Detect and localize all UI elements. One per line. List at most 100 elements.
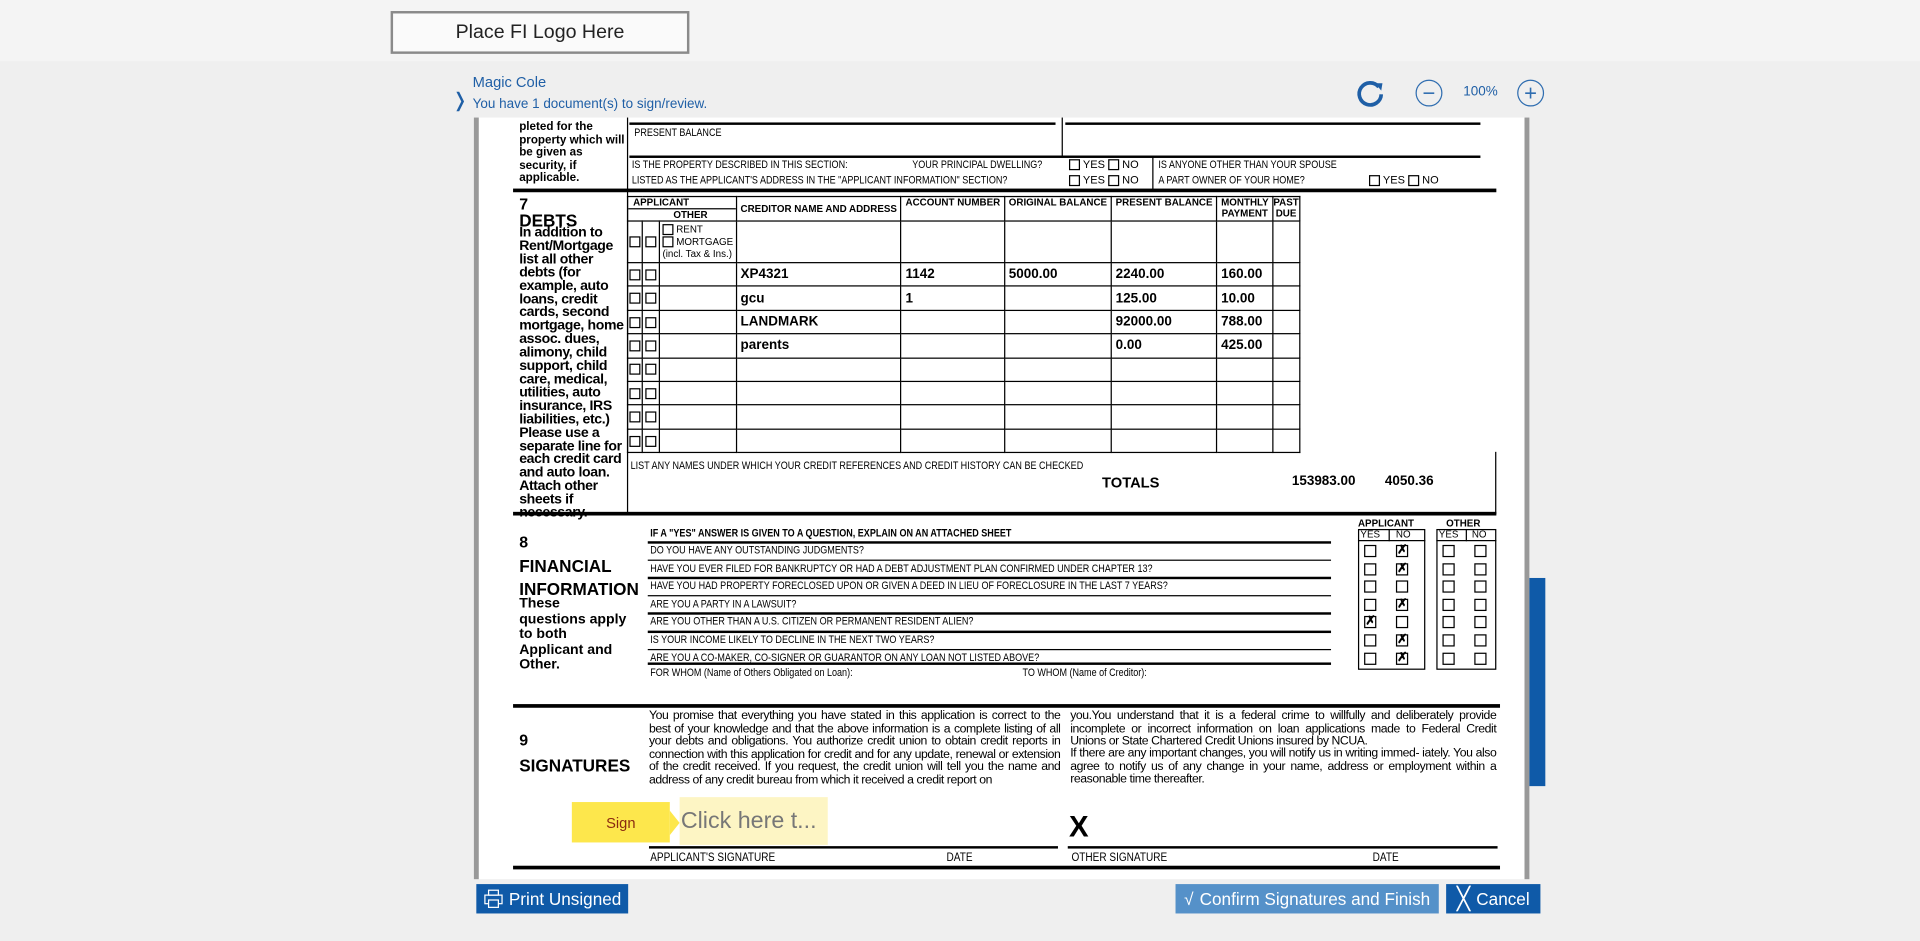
other-no-checkbox[interactable] xyxy=(1474,652,1487,665)
other-checkbox[interactable] xyxy=(645,364,657,376)
debt-type-cell xyxy=(658,428,737,454)
debt-creditor: gcu xyxy=(735,285,902,311)
chevron-right-icon[interactable]: ❭ xyxy=(451,90,469,112)
applicant-no-checkbox[interactable]: ✗ xyxy=(1395,561,1409,576)
other-no-checkbox[interactable] xyxy=(1474,562,1487,576)
other-no-checkbox[interactable] xyxy=(1474,580,1487,593)
other-yes-checkbox[interactable] xyxy=(1442,598,1455,611)
other-no-checkbox[interactable] xyxy=(1474,634,1487,647)
financial-description: These questions apply to both Applicant … xyxy=(519,596,627,673)
other-checkbox[interactable] xyxy=(645,236,657,248)
applicant-checkbox[interactable] xyxy=(629,292,641,304)
debt-monthly xyxy=(1216,357,1274,382)
debt-creditor: XP4321 xyxy=(735,262,902,288)
other-no-checkbox[interactable] xyxy=(1474,616,1487,629)
applicant-checkbox[interactable] xyxy=(629,316,641,328)
debt-row xyxy=(626,380,1300,406)
debt-present: 125.00 xyxy=(1110,285,1218,311)
rent-checkbox[interactable] xyxy=(662,223,674,235)
other-header: OTHER xyxy=(673,209,708,221)
applicant-no-checkbox[interactable] xyxy=(1395,616,1409,629)
other-checkbox[interactable] xyxy=(645,435,657,447)
other-checkbox[interactable] xyxy=(645,269,657,281)
financial-question: ARE YOU OTHER THAN A U.S. CITIZEN OR PER… xyxy=(650,615,974,628)
other-yes-checkbox[interactable] xyxy=(1442,562,1455,576)
other-checkbox[interactable] xyxy=(645,340,657,352)
debt-account xyxy=(900,333,1006,359)
present-balance-header: PRESENT BALANCE xyxy=(1110,195,1218,222)
applicant-no-checkbox[interactable] xyxy=(1395,580,1409,593)
debt-row: XP4321 1142 5000.00 2240.00 160.00 xyxy=(626,262,1300,288)
debt-account: 1 xyxy=(900,285,1006,311)
confirm-signatures-button[interactable]: √ Confirm Signatures and Finish xyxy=(1175,884,1439,914)
document-viewer[interactable]: pleted for the property which will be gi… xyxy=(473,117,1530,880)
other-checkbox[interactable] xyxy=(645,387,657,399)
other-yes-checkbox[interactable] xyxy=(1442,544,1455,558)
other-checkbox[interactable] xyxy=(645,411,657,423)
applicant-yes-checkbox[interactable] xyxy=(1364,580,1377,593)
checkbox-yes[interactable] xyxy=(1068,175,1081,187)
account-header: ACCOUNT NUMBER xyxy=(900,195,1006,222)
zoom-in-icon[interactable]: + xyxy=(1517,79,1545,107)
creditor-header: CREDITOR NAME AND ADDRESS xyxy=(735,195,902,222)
yes-label: YES xyxy=(1360,528,1381,541)
debt-creditor xyxy=(735,380,902,406)
checkbox-no[interactable] xyxy=(1408,175,1420,187)
applicant-yes-checkbox[interactable] xyxy=(1364,544,1377,558)
checkbox-no[interactable] xyxy=(1108,175,1120,187)
applicant-checkbox[interactable] xyxy=(629,435,641,447)
yes-label: YES xyxy=(1082,157,1105,171)
other-no-checkbox[interactable] xyxy=(1474,544,1487,558)
other-signature-mark: X xyxy=(1068,810,1089,844)
applicant-yes-checkbox[interactable] xyxy=(1364,562,1377,576)
checkbox-no[interactable] xyxy=(1108,159,1120,171)
applicant-yes-checkbox[interactable] xyxy=(1364,652,1377,665)
other-no-checkbox[interactable] xyxy=(1474,598,1487,611)
applicant-yes-checkbox[interactable] xyxy=(1364,598,1377,611)
debt-past-due xyxy=(1272,333,1300,359)
other-yes-checkbox[interactable] xyxy=(1442,652,1455,665)
past-due-header: PAST DUE xyxy=(1272,195,1300,222)
debt-monthly xyxy=(1216,404,1274,430)
other-yes-checkbox[interactable] xyxy=(1442,580,1455,593)
debt-original xyxy=(1003,380,1112,406)
debt-row: gcu 1 125.00 10.00 xyxy=(626,285,1300,311)
applicant-checkbox[interactable] xyxy=(629,387,641,399)
print-unsigned-button[interactable]: Print Unsigned xyxy=(476,884,629,914)
mortgage-label: MORTGAGE xyxy=(676,235,734,247)
zoom-out-icon[interactable]: − xyxy=(1415,79,1443,107)
applicant-no-checkbox[interactable]: ✗ xyxy=(1395,543,1409,558)
debt-account xyxy=(900,404,1006,430)
mortgage-checkbox[interactable] xyxy=(662,236,674,248)
applicant-no-checkbox[interactable]: ✗ xyxy=(1395,597,1409,611)
applicant-signature-field[interactable]: Click here t... xyxy=(679,797,828,845)
checkbox-yes[interactable] xyxy=(1368,175,1381,187)
cancel-button[interactable]: ╳ Cancel xyxy=(1446,884,1541,914)
refresh-icon[interactable] xyxy=(1354,78,1386,116)
applicant-checkbox[interactable] xyxy=(629,411,641,423)
applicant-yes-checkbox[interactable]: ✗ xyxy=(1364,615,1377,629)
checkbox-yes[interactable] xyxy=(1068,159,1081,171)
other-checkbox[interactable] xyxy=(645,292,657,304)
other-yes-checkbox[interactable] xyxy=(1442,616,1455,629)
other-yes-checkbox[interactable] xyxy=(1442,634,1455,647)
applicant-no-checkbox[interactable]: ✗ xyxy=(1395,633,1409,647)
applicant-checkbox[interactable] xyxy=(629,236,641,248)
yes-label: YES xyxy=(1382,173,1405,187)
debt-original: 5000.00 xyxy=(1003,262,1112,288)
applicant-checkbox[interactable] xyxy=(629,340,641,352)
sign-tag[interactable]: Sign xyxy=(571,802,670,843)
no-label: NO xyxy=(1122,173,1139,187)
applicant-no-checkbox[interactable]: ✗ xyxy=(1395,650,1409,665)
debt-original xyxy=(1003,428,1112,454)
other-checkbox[interactable] xyxy=(645,316,657,328)
top-header: Place FI Logo Here xyxy=(0,0,1920,62)
applicant-checkbox[interactable] xyxy=(629,269,641,281)
debt-present: 2240.00 xyxy=(1110,262,1218,288)
logo-placeholder: Place FI Logo Here xyxy=(390,11,690,54)
debt-account: 1142 xyxy=(900,262,1006,288)
scrollbar-thumb[interactable] xyxy=(1529,577,1546,787)
applicant-checkbox[interactable] xyxy=(629,364,641,376)
debt-past-due xyxy=(1272,380,1300,406)
applicant-yes-checkbox[interactable] xyxy=(1364,634,1377,647)
